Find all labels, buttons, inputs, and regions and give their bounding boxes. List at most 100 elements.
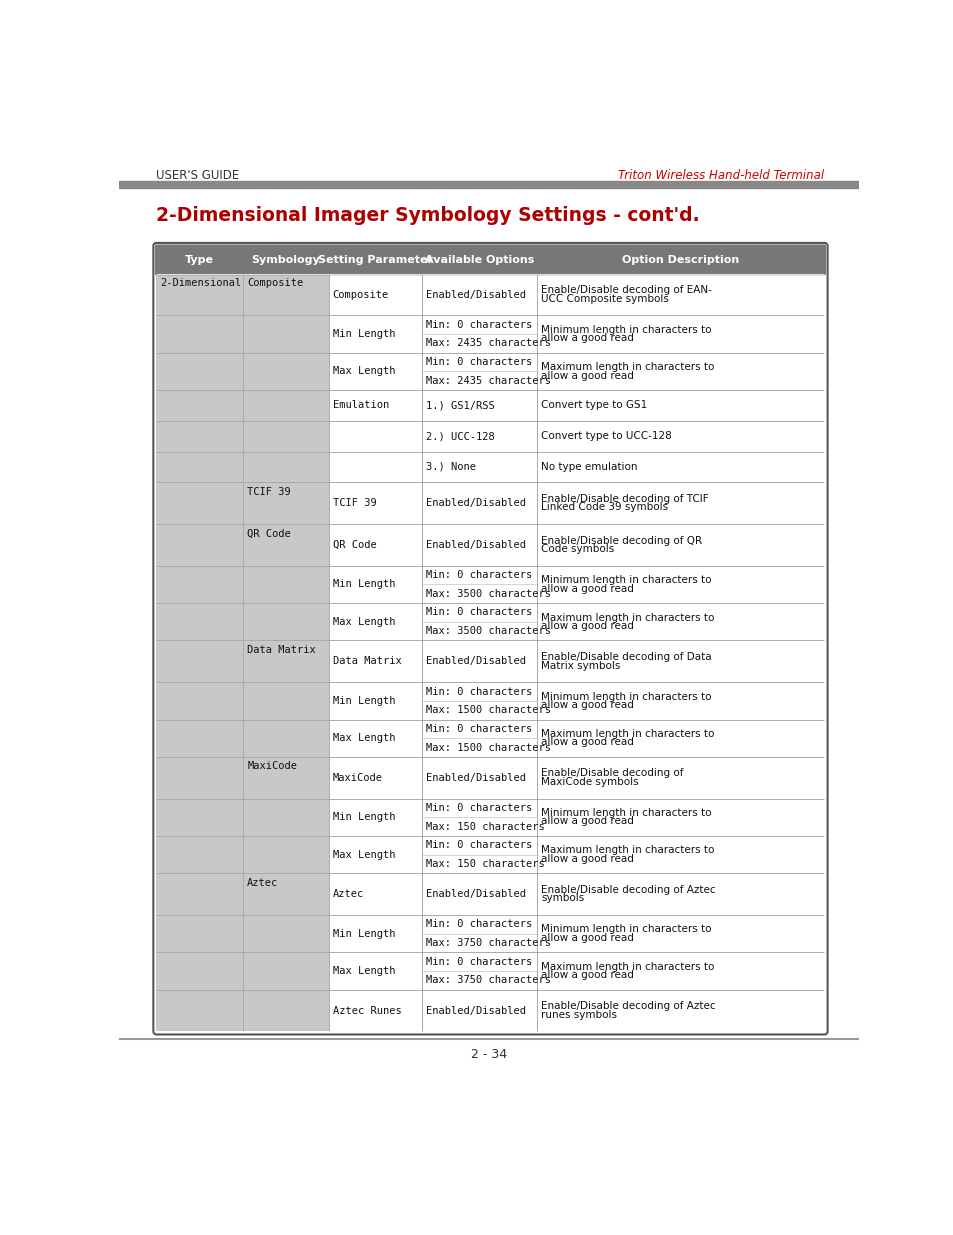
Bar	[156, 274, 243, 315]
Bar	[422, 421, 537, 452]
Text: Enable/Disable decoding of TCIF: Enable/Disable decoding of TCIF	[540, 494, 708, 504]
Text: Max: 3750 characters: Max: 3750 characters	[426, 939, 551, 948]
Bar	[422, 274, 537, 315]
Text: Min: 0 characters: Min: 0 characters	[426, 320, 532, 330]
Bar	[156, 757, 243, 799]
Text: Enabled/Disabled: Enabled/Disabled	[426, 889, 526, 899]
Bar	[422, 483, 537, 524]
Bar	[422, 989, 537, 1031]
Text: UCC Composite symbols: UCC Composite symbols	[540, 294, 668, 304]
Bar	[156, 421, 243, 452]
Text: Symbology: Symbology	[252, 254, 320, 264]
Bar	[156, 315, 243, 353]
Bar	[422, 315, 537, 353]
Bar	[537, 720, 823, 757]
Text: Min: 0 characters: Min: 0 characters	[426, 724, 532, 734]
Bar	[243, 524, 329, 566]
Bar	[329, 603, 422, 641]
Bar	[329, 566, 422, 603]
Text: allow a good read: allow a good read	[540, 700, 634, 710]
Text: MaxiCode symbols: MaxiCode symbols	[540, 777, 639, 787]
Bar	[329, 952, 422, 989]
Text: allow a good read: allow a good read	[540, 932, 634, 942]
Text: Option Description: Option Description	[621, 254, 739, 264]
Text: TCIF 39: TCIF 39	[247, 487, 291, 496]
Bar	[422, 720, 537, 757]
Text: Min: 0 characters: Min: 0 characters	[426, 687, 532, 697]
Text: Min Length: Min Length	[333, 929, 395, 939]
Text: Enabled/Disabled: Enabled/Disabled	[426, 498, 526, 509]
Bar	[156, 682, 243, 720]
Bar	[243, 274, 329, 315]
Bar	[537, 989, 823, 1031]
Text: Convert type to UCC-128: Convert type to UCC-128	[540, 431, 671, 441]
Bar	[156, 915, 243, 952]
Text: Type: Type	[185, 254, 214, 264]
Bar	[329, 873, 422, 915]
Text: Enable/Disable decoding of Aztec: Enable/Disable decoding of Aztec	[540, 1002, 715, 1011]
Bar	[422, 603, 537, 641]
Bar	[537, 421, 823, 452]
Bar	[537, 566, 823, 603]
Text: Data Matrix: Data Matrix	[247, 645, 315, 655]
Text: Data Matrix: Data Matrix	[333, 656, 401, 667]
Bar	[243, 799, 329, 836]
Text: Enabled/Disabled: Enabled/Disabled	[426, 540, 526, 550]
Text: Available Options: Available Options	[425, 254, 534, 264]
Text: Minimum length in characters to: Minimum length in characters to	[540, 692, 711, 701]
Text: allow a good read: allow a good read	[540, 584, 634, 594]
Text: allow a good read: allow a good read	[540, 816, 634, 826]
Text: Maximum length in characters to: Maximum length in characters to	[540, 362, 714, 372]
Bar	[537, 452, 823, 483]
Text: Min Length: Min Length	[333, 813, 395, 823]
Bar	[422, 836, 537, 873]
Bar	[537, 483, 823, 524]
Bar	[243, 566, 329, 603]
Text: 2 - 34: 2 - 34	[471, 1049, 506, 1061]
Text: 1.) GS1/RSS: 1.) GS1/RSS	[426, 400, 495, 410]
Text: Max: 3500 characters: Max: 3500 characters	[426, 589, 551, 599]
Text: Max: 3750 characters: Max: 3750 characters	[426, 976, 551, 986]
Bar	[329, 421, 422, 452]
Text: allow a good read: allow a good read	[540, 853, 634, 863]
Bar	[243, 452, 329, 483]
Bar	[243, 483, 329, 524]
Text: Enable/Disable decoding of EAN-: Enable/Disable decoding of EAN-	[540, 285, 711, 295]
Text: Maximum length in characters to: Maximum length in characters to	[540, 613, 714, 622]
Bar	[537, 915, 823, 952]
Bar	[329, 989, 422, 1031]
Text: Min: 0 characters: Min: 0 characters	[426, 919, 532, 929]
Bar	[537, 682, 823, 720]
Bar	[422, 757, 537, 799]
Bar	[537, 757, 823, 799]
Text: Enable/Disable decoding of: Enable/Disable decoding of	[540, 768, 683, 778]
Bar	[156, 603, 243, 641]
Text: Max: 2435 characters: Max: 2435 characters	[426, 375, 551, 385]
Text: Convert type to GS1: Convert type to GS1	[540, 400, 647, 410]
Text: TCIF 39: TCIF 39	[333, 498, 376, 509]
Text: Matrix symbols: Matrix symbols	[540, 661, 619, 671]
Text: symbols: symbols	[540, 893, 584, 903]
Bar	[329, 452, 422, 483]
Text: Min: 0 characters: Min: 0 characters	[426, 957, 532, 967]
Text: 2-Dimensional: 2-Dimensional	[160, 278, 241, 288]
Text: Aztec Runes: Aztec Runes	[333, 1005, 401, 1015]
Bar	[243, 915, 329, 952]
Text: Emulation: Emulation	[333, 400, 389, 410]
Text: Linked Code 39 symbols: Linked Code 39 symbols	[540, 503, 667, 513]
Bar	[422, 452, 537, 483]
Bar	[537, 799, 823, 836]
Bar	[422, 682, 537, 720]
Bar	[156, 873, 243, 915]
Text: 2.) UCC-128: 2.) UCC-128	[426, 431, 495, 441]
Bar	[156, 452, 243, 483]
Text: Enabled/Disabled: Enabled/Disabled	[426, 1005, 526, 1015]
Text: 2-Dimensional Imager Symbology Settings - cont'd.: 2-Dimensional Imager Symbology Settings …	[156, 206, 700, 225]
Text: Aztec: Aztec	[333, 889, 363, 899]
Bar	[243, 353, 329, 390]
Text: Min Length: Min Length	[333, 695, 395, 706]
Bar	[537, 315, 823, 353]
Bar	[537, 873, 823, 915]
Text: Max: 1500 characters: Max: 1500 characters	[426, 705, 551, 715]
Text: Minimum length in characters to: Minimum length in characters to	[540, 325, 711, 335]
